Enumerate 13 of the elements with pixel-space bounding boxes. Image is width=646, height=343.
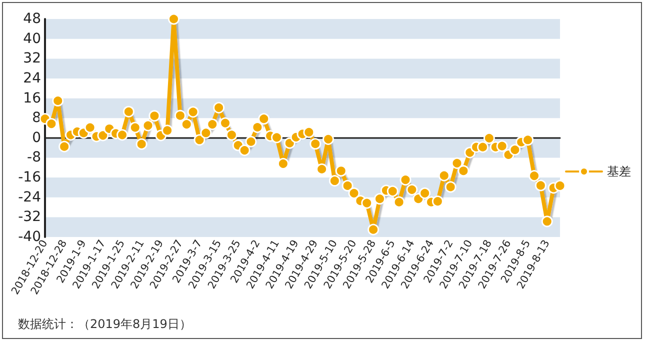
y-tick-label: -24 [18, 189, 42, 206]
y-tick-label: 32 [23, 50, 41, 67]
y-tick-label: 48 [23, 11, 41, 27]
y-tick-label: -8 [27, 150, 41, 166]
y-tick-label: 24 [23, 70, 42, 86]
y-tick-label: -32 [18, 209, 41, 226]
text: 数据统计：（2019年8月19日） [18, 317, 192, 331]
legend-label: 基差 [607, 164, 631, 178]
y-tick-label: 8 [32, 110, 41, 126]
y-tick-label: 16 [23, 90, 42, 106]
y-tick-label: 0 [32, 130, 41, 146]
y-tick-label: -16 [18, 170, 42, 186]
y-tick-label: 40 [23, 30, 41, 47]
